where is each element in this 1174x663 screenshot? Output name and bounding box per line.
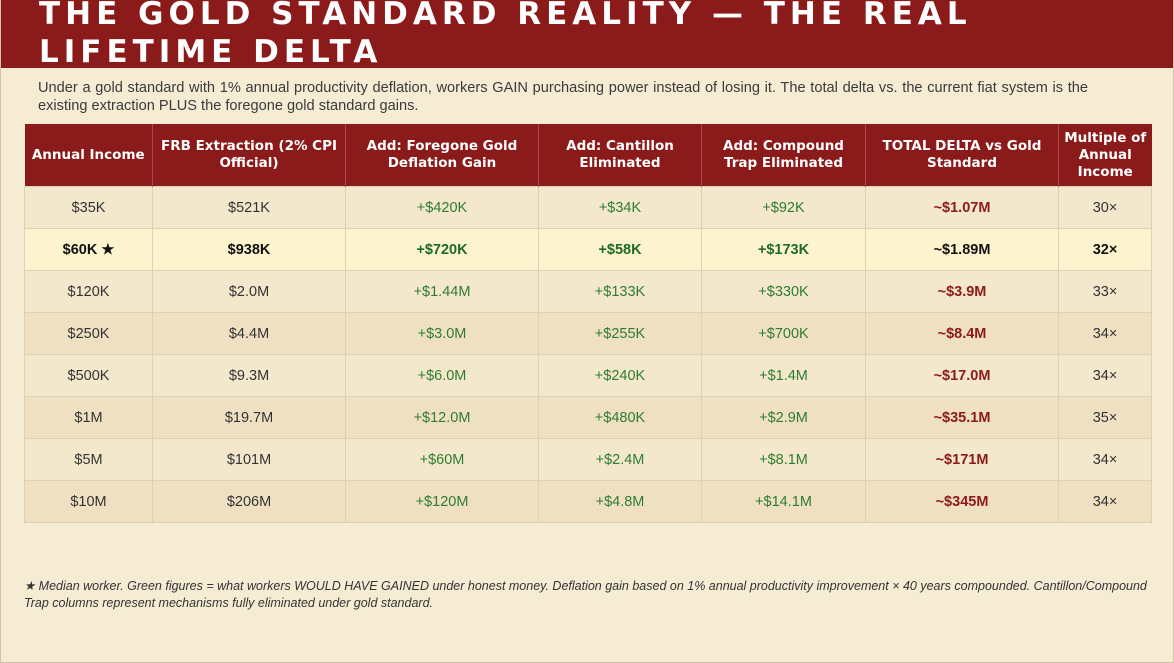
table-row: $60K ★ $938K +$720K +$58K +$173K ~$1.89M 32× — [24, 228, 1152, 271]
deflation-gain-cell: +$420K — [345, 186, 539, 229]
total-delta-cell: ~$8.4M — [865, 312, 1059, 355]
total-delta-cell: ~$35.1M — [865, 396, 1059, 439]
header-total-delta: TOTAL DELTA vs Gold Standard — [865, 124, 1059, 187]
multiple-cell: 33× — [1058, 270, 1152, 313]
page-title: THE GOLD STANDARD REALITY — THE REAL LIF… — [39, 0, 972, 70]
frb-cell: $4.4M — [152, 312, 346, 355]
table-row: $5M $101M +$60M +$2.4M +$8.1M ~$171M 34× — [24, 438, 1152, 481]
table-row: $250K $4.4M +$3.0M +$255K +$700K ~$8.4M 34× — [24, 312, 1152, 355]
subtitle: Under a gold standard with 1% annual pro… — [38, 80, 1088, 114]
table-row: $35K $521K +$420K +$34K +$92K ~$1.07M 30× — [24, 186, 1152, 229]
cantillon-cell: +$2.4M — [538, 438, 702, 481]
total-delta-cell: ~$1.07M — [865, 186, 1059, 229]
compound-trap-cell: +$1.4M — [701, 354, 866, 397]
compound-trap-cell: +$700K — [701, 312, 866, 355]
header-foregone-deflation: Add: Foregone Gold Deflation Gain — [345, 124, 539, 187]
compound-trap-cell: +$2.9M — [701, 396, 866, 439]
cantillon-cell: +$34K — [538, 186, 702, 229]
income-cell: $1M — [24, 396, 153, 439]
deflation-gain-cell: +$60M — [345, 438, 539, 481]
frb-cell: $9.3M — [152, 354, 346, 397]
title-bar: THE GOLD STANDARD REALITY — THE REAL LIF… — [1, 0, 1173, 70]
table-row: $1M $19.7M +$12.0M +$480K +$2.9M ~$35.1M 35× — [24, 396, 1152, 439]
multiple-cell: 34× — [1058, 312, 1152, 355]
deflation-gain-cell: +$3.0M — [345, 312, 539, 355]
deflation-gain-cell: +$6.0M — [345, 354, 539, 397]
frb-cell: $19.7M — [152, 396, 346, 439]
income-cell: $120K — [24, 270, 153, 313]
total-delta-cell: ~$1.89M — [865, 228, 1059, 271]
income-cell: $60K ★ — [24, 228, 153, 271]
cantillon-cell: +$58K — [538, 228, 702, 271]
multiple-cell: 34× — [1058, 438, 1152, 481]
cantillon-cell: +$255K — [538, 312, 702, 355]
cantillon-cell: +$480K — [538, 396, 702, 439]
cantillon-cell: +$240K — [538, 354, 702, 397]
total-delta-cell: ~$17.0M — [865, 354, 1059, 397]
frb-cell: $101M — [152, 438, 346, 481]
deflation-gain-cell: +$12.0M — [345, 396, 539, 439]
footnote: ★ Median worker. Green figures = what wo… — [24, 579, 1147, 610]
table-row: $120K $2.0M +$1.44M +$133K +$330K ~$3.9M 33× — [24, 270, 1152, 313]
income-cell: $500K — [24, 354, 153, 397]
income-cell: $10M — [24, 480, 153, 523]
header-multiple: Multiple of Annual Income — [1058, 124, 1152, 187]
income-cell: $35K — [24, 186, 153, 229]
multiple-cell: 34× — [1058, 354, 1152, 397]
multiple-cell: 32× — [1058, 228, 1152, 271]
income-cell: $250K — [24, 312, 153, 355]
compound-trap-cell: +$330K — [701, 270, 866, 313]
cantillon-cell: +$4.8M — [538, 480, 702, 523]
header-annual-income: Annual Income — [24, 124, 153, 187]
total-delta-cell: ~$3.9M — [865, 270, 1059, 313]
deflation-gain-cell: +$720K — [345, 228, 539, 271]
table-row: $500K $9.3M +$6.0M +$240K +$1.4M ~$17.0M 34× — [24, 354, 1152, 397]
compound-trap-cell: +$14.1M — [701, 480, 866, 523]
total-delta-cell: ~$171M — [865, 438, 1059, 481]
frb-cell: $938K — [152, 228, 346, 271]
cantillon-cell: +$133K — [538, 270, 702, 313]
income-cell: $5M — [24, 438, 153, 481]
delta-table: Annual Income FRB Extraction (2% CPI Off… — [24, 124, 1152, 523]
multiple-cell: 35× — [1058, 396, 1152, 439]
frb-cell: $2.0M — [152, 270, 346, 313]
table-header-row: Annual Income FRB Extraction (2% CPI Off… — [24, 124, 1152, 187]
header-compound-trap: Add: Compound Trap Eliminated — [701, 124, 866, 187]
table-row: $10M $206M +$120M +$4.8M +$14.1M ~$345M 34× — [24, 480, 1152, 523]
deflation-gain-cell: +$1.44M — [345, 270, 539, 313]
table-body: $35K $521K +$420K +$34K +$92K ~$1.07M 30× $60K … — [24, 186, 1152, 523]
multiple-cell: 30× — [1058, 186, 1152, 229]
total-delta-cell: ~$345M — [865, 480, 1059, 523]
deflation-gain-cell: +$120M — [345, 480, 539, 523]
compound-trap-cell: +$173K — [701, 228, 866, 271]
multiple-cell: 34× — [1058, 480, 1152, 523]
header-cantillon: Add: Cantillon Eliminated — [538, 124, 702, 187]
frb-cell: $521K — [152, 186, 346, 229]
header-frb-extraction: FRB Extraction (2% CPI Official) — [152, 124, 346, 187]
frb-cell: $206M — [152, 480, 346, 523]
compound-trap-cell: +$8.1M — [701, 438, 866, 481]
compound-trap-cell: +$92K — [701, 186, 866, 229]
